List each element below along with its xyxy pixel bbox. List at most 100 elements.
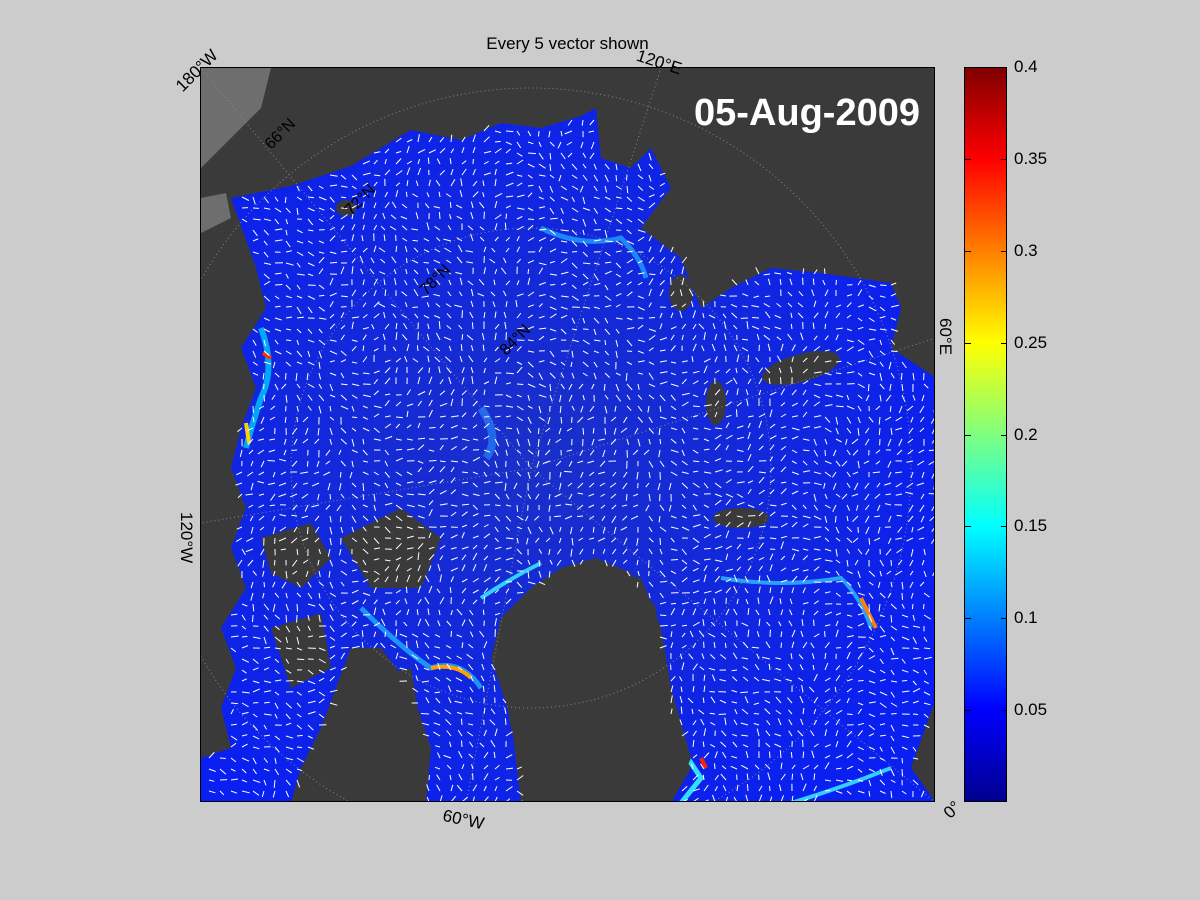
drift-vector bbox=[581, 119, 584, 126]
drift-vector bbox=[490, 291, 496, 297]
drift-vector bbox=[422, 632, 430, 638]
drift-vector bbox=[219, 757, 226, 759]
drift-vector bbox=[659, 289, 664, 297]
drift-vector bbox=[391, 201, 397, 209]
drift-vector bbox=[252, 339, 257, 346]
drift-vector bbox=[681, 438, 685, 444]
drift-vector bbox=[549, 248, 557, 253]
drift-vector bbox=[602, 526, 606, 534]
drift-vector bbox=[824, 289, 829, 297]
drift-vector bbox=[725, 444, 729, 451]
drift-vector bbox=[769, 504, 777, 507]
drift-vector bbox=[293, 526, 298, 533]
drift-vector bbox=[813, 300, 817, 308]
drift-vector bbox=[527, 471, 531, 479]
drift-vector bbox=[382, 608, 386, 616]
drift-vector bbox=[349, 471, 353, 479]
drift-vector bbox=[428, 427, 436, 429]
drift-vector bbox=[258, 504, 265, 508]
drift-vector bbox=[824, 762, 830, 770]
drift-vector bbox=[380, 618, 386, 627]
drift-vector bbox=[263, 614, 269, 620]
drift-vector bbox=[549, 141, 555, 147]
drift-vector bbox=[373, 607, 377, 616]
drift-vector bbox=[252, 735, 260, 740]
drift-vector bbox=[503, 311, 507, 319]
drift-vector bbox=[296, 383, 301, 389]
drift-vector bbox=[681, 609, 685, 616]
drift-vector bbox=[307, 350, 311, 357]
drift-vector bbox=[470, 675, 474, 682]
drift-vector bbox=[483, 785, 487, 792]
drift-vector bbox=[438, 609, 441, 616]
drift-vector bbox=[568, 383, 573, 391]
colorbar-tick-mark bbox=[965, 158, 971, 160]
drift-vector bbox=[824, 699, 832, 704]
drift-vector bbox=[436, 158, 441, 165]
drift-vector bbox=[318, 635, 327, 638]
drift-vector bbox=[593, 317, 600, 324]
drift-vector bbox=[502, 290, 507, 297]
drift-vector bbox=[928, 461, 934, 466]
drift-vector bbox=[769, 479, 775, 484]
drift-vector bbox=[292, 570, 298, 575]
drift-vector bbox=[412, 306, 419, 308]
drift-vector bbox=[450, 436, 458, 440]
colorbar bbox=[964, 67, 1007, 802]
drift-vector bbox=[285, 306, 292, 308]
drift-vector bbox=[450, 178, 456, 187]
drift-vector bbox=[263, 394, 265, 402]
drift-vector bbox=[626, 405, 632, 411]
drift-vector bbox=[483, 641, 488, 649]
drift-vector bbox=[824, 515, 828, 523]
drift-vector bbox=[637, 281, 643, 286]
drift-vector bbox=[659, 193, 665, 198]
drift-vector bbox=[824, 311, 829, 319]
drift-vector bbox=[466, 334, 474, 341]
drift-vector bbox=[582, 306, 591, 309]
drift-vector bbox=[384, 423, 392, 429]
drift-vector bbox=[483, 729, 487, 737]
drift-vector bbox=[731, 669, 738, 672]
drift-vector bbox=[835, 460, 841, 467]
drift-vector bbox=[249, 515, 254, 522]
drift-vector bbox=[905, 491, 914, 495]
drift-vector bbox=[763, 334, 771, 341]
speed-hotspot bbox=[699, 757, 708, 769]
drift-vector bbox=[490, 740, 496, 748]
drift-vector bbox=[263, 295, 271, 302]
drift-vector bbox=[329, 350, 338, 355]
drift-vector bbox=[626, 327, 635, 330]
drift-vector bbox=[733, 324, 738, 330]
drift-vector bbox=[679, 695, 683, 704]
drift-vector bbox=[483, 150, 492, 154]
drift-vector bbox=[632, 493, 639, 497]
drift-vector bbox=[679, 653, 683, 660]
drift-vector bbox=[274, 614, 281, 620]
drift-vector bbox=[637, 372, 644, 375]
drift-vector bbox=[582, 372, 588, 377]
drift-vector bbox=[481, 663, 485, 671]
drift-vector bbox=[538, 206, 546, 209]
drift-vector bbox=[648, 537, 654, 543]
drift-vector bbox=[263, 581, 265, 588]
drift-vector bbox=[630, 515, 639, 520]
drift-vector bbox=[395, 526, 402, 529]
drift-vector bbox=[318, 284, 325, 290]
drift-vector bbox=[340, 334, 345, 341]
drift-vector bbox=[361, 235, 364, 242]
drift-vector bbox=[648, 372, 654, 380]
drift-vector bbox=[798, 654, 804, 660]
drift-vector bbox=[504, 482, 507, 491]
drift-vector bbox=[384, 393, 391, 396]
drift-vector bbox=[703, 608, 708, 616]
drift-vector bbox=[421, 295, 430, 298]
drift-vector bbox=[469, 631, 474, 638]
drift-vector bbox=[582, 262, 591, 265]
drift-vector bbox=[241, 548, 246, 556]
drift-vector bbox=[263, 734, 270, 737]
drift-vector bbox=[698, 323, 705, 330]
drift-vector bbox=[681, 360, 688, 363]
drift-vector bbox=[626, 269, 633, 275]
drift-vector bbox=[637, 163, 642, 172]
